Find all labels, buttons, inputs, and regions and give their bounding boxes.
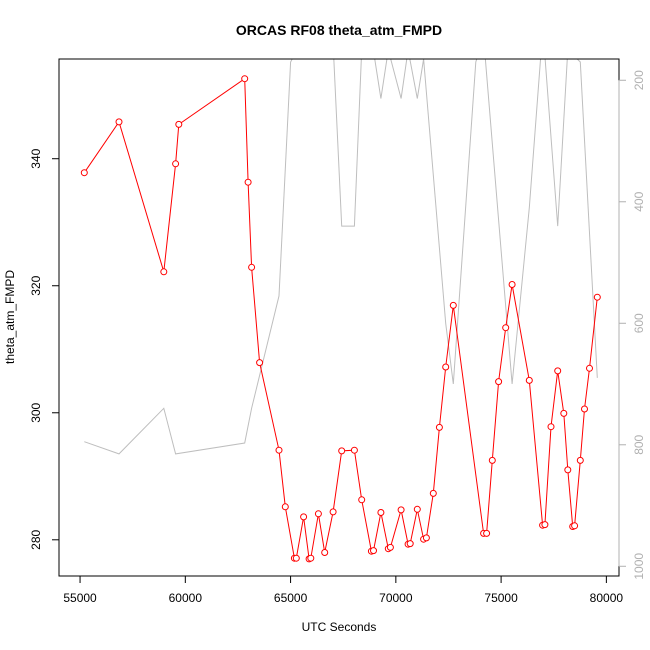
y-tick-label: 320 xyxy=(29,275,43,295)
series-red xyxy=(80,75,601,563)
x-tick-label: 65000 xyxy=(274,591,308,605)
series-red-point xyxy=(593,293,601,301)
series-red-point xyxy=(307,554,315,562)
series-red-point xyxy=(525,376,533,384)
series-red-point xyxy=(377,509,385,516)
x-axis: 55000 60000 65000 70000 75000 80000 xyxy=(63,575,624,605)
series-red-point xyxy=(554,367,562,375)
series-red-point xyxy=(581,405,588,413)
x-tick-label: 80000 xyxy=(590,591,624,605)
y2-tick-label: 1000 xyxy=(632,553,646,580)
y-tick-label: 280 xyxy=(29,529,43,549)
x-tick-label: 60000 xyxy=(169,591,203,605)
y2-tick-label: 600 xyxy=(632,313,646,333)
series-red-point xyxy=(571,522,579,530)
series-red-point xyxy=(300,513,308,521)
series-red-point xyxy=(502,324,510,332)
series-red-line xyxy=(83,77,598,560)
series-red-point xyxy=(370,547,377,555)
y-tick-label: 300 xyxy=(29,402,43,422)
y-axis: 280 300 320 340 xyxy=(29,148,60,550)
series-red-point xyxy=(576,456,584,464)
series-red-point xyxy=(115,118,123,126)
series-red-point xyxy=(442,363,450,371)
series-red-point xyxy=(397,506,405,514)
series-red-point xyxy=(422,534,430,542)
series-red-point xyxy=(586,364,593,372)
series-red-point xyxy=(244,178,252,186)
series-red-point xyxy=(564,466,572,474)
series-red-point xyxy=(329,508,337,516)
series-red-point xyxy=(172,160,180,168)
series-red-point xyxy=(386,543,394,551)
series-red-point xyxy=(495,378,503,386)
series-red-point xyxy=(80,169,88,177)
series-red-point xyxy=(560,409,568,417)
y2-tick-label: 200 xyxy=(632,70,646,90)
series-grey-line xyxy=(84,59,598,455)
series-red-point xyxy=(314,510,322,518)
series-red-point xyxy=(449,301,457,309)
series-red-point xyxy=(160,268,168,276)
x-axis-title: UTC Seconds xyxy=(302,620,377,634)
x-tick-label: 70000 xyxy=(379,591,413,605)
series-red-point xyxy=(488,456,496,464)
series-red-point xyxy=(350,446,358,454)
series-red-point xyxy=(241,75,249,83)
series-red-point xyxy=(275,446,283,454)
series-red-point xyxy=(435,423,443,431)
series-red-point xyxy=(547,423,555,431)
series-red-point xyxy=(406,540,414,548)
chart-title: ORCAS RF08 theta_atm_FMPD xyxy=(236,22,442,38)
y2-tick-label: 400 xyxy=(632,191,646,211)
series-red-point xyxy=(508,281,516,288)
series-red-point xyxy=(248,263,256,271)
series-grey xyxy=(84,59,598,455)
y2-axis: 200 400 600 800 1000 xyxy=(618,70,646,580)
y2-tick-label: 800 xyxy=(632,434,646,454)
x-tick-label: 75000 xyxy=(484,591,518,605)
y-axis-title: theta_atm_FMPD xyxy=(3,270,17,364)
x-tick-label: 55000 xyxy=(63,591,97,605)
series-red-point xyxy=(338,447,346,455)
series-red-point xyxy=(281,503,289,511)
series-red-point xyxy=(175,120,183,128)
series-red-point xyxy=(541,521,549,529)
y-tick-label: 340 xyxy=(29,148,43,168)
series-red-point xyxy=(256,359,264,367)
series-red-point xyxy=(413,505,421,513)
series-red-point xyxy=(321,549,329,556)
series-red-point xyxy=(483,529,491,537)
series-red-point xyxy=(292,554,300,562)
series-red-point xyxy=(358,496,366,504)
series-red-point xyxy=(429,489,437,497)
